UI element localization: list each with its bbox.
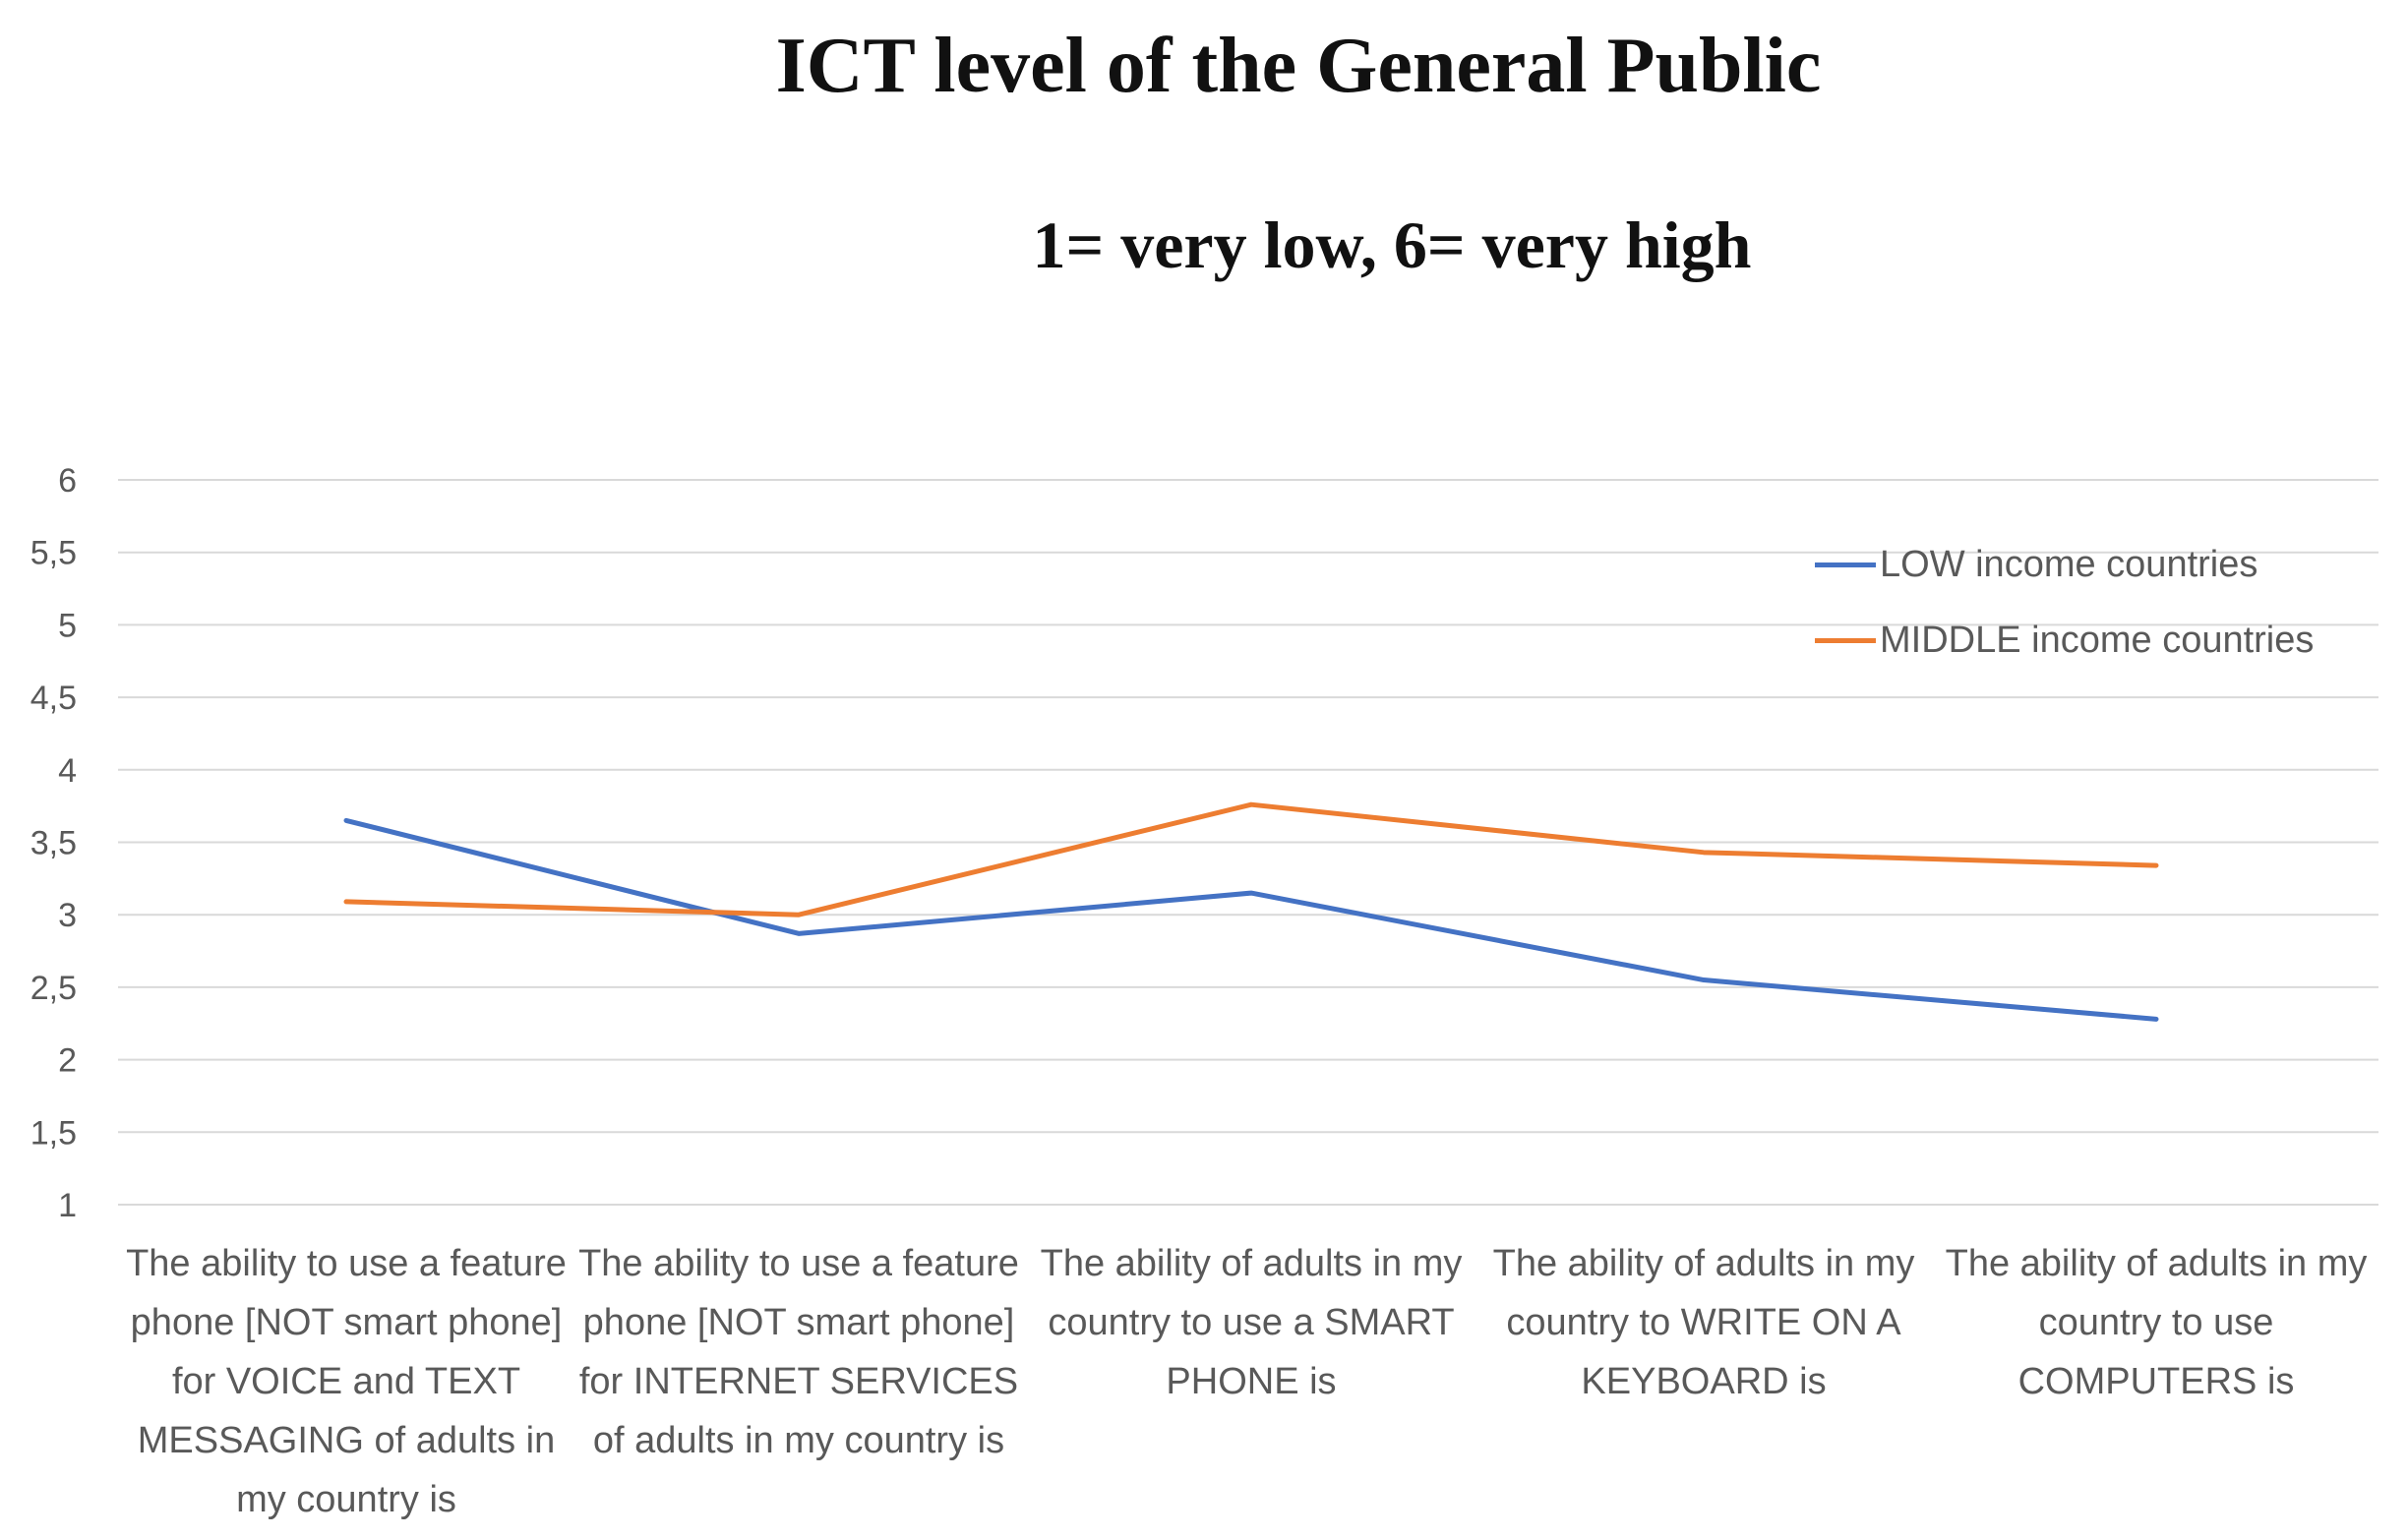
y-tick-label: 5,5 [30,535,77,572]
y-tick-label: 4 [58,752,77,790]
y-tick-label: 2 [58,1042,77,1080]
y-tick-label: 1 [58,1187,77,1224]
y-tick-label: 3 [58,897,77,934]
chart-title: ICT level of the General Public [775,23,1822,109]
y-tick-label: 6 [58,462,77,500]
x-tick-label: The ability to use a feature phone [NOT … [578,1243,1019,1461]
legend-swatch [1815,638,1876,643]
y-tick-label: 4,5 [30,680,77,717]
y-tick-label: 5 [58,607,77,644]
series-line-low-income [343,817,2159,1022]
legend-swatch [1815,562,1876,567]
legend-label: LOW income countries [1880,544,2258,585]
x-tick-label: The ability of adults in my country to W… [1492,1243,1915,1402]
legend-label: MIDDLE income countries [1880,620,2315,661]
y-tick-label: 3,5 [30,825,77,862]
y-axis-ticks: 1 1,5 2 2,5 3 3,5 4 4,5 5 5,5 6 [30,462,77,1224]
x-tick-label: The ability to use a feature phone [NOT … [126,1243,567,1520]
y-tick-label: 2,5 [30,970,77,1007]
legend-item: LOW income countries [1815,544,2258,586]
x-tick-label: The ability of adults in my country to u… [1945,1243,2368,1402]
chart-subtitle: 1= very low, 6= very high [1032,207,1752,282]
series-line-middle-income [343,801,2159,917]
x-tick-label: The ability of adults in my country to u… [1040,1243,1463,1402]
gridlines [118,479,2378,1206]
series-lines [343,801,2159,1022]
legend-item: MIDDLE income countries [1815,620,2314,662]
y-tick-label: 1,5 [30,1114,77,1152]
